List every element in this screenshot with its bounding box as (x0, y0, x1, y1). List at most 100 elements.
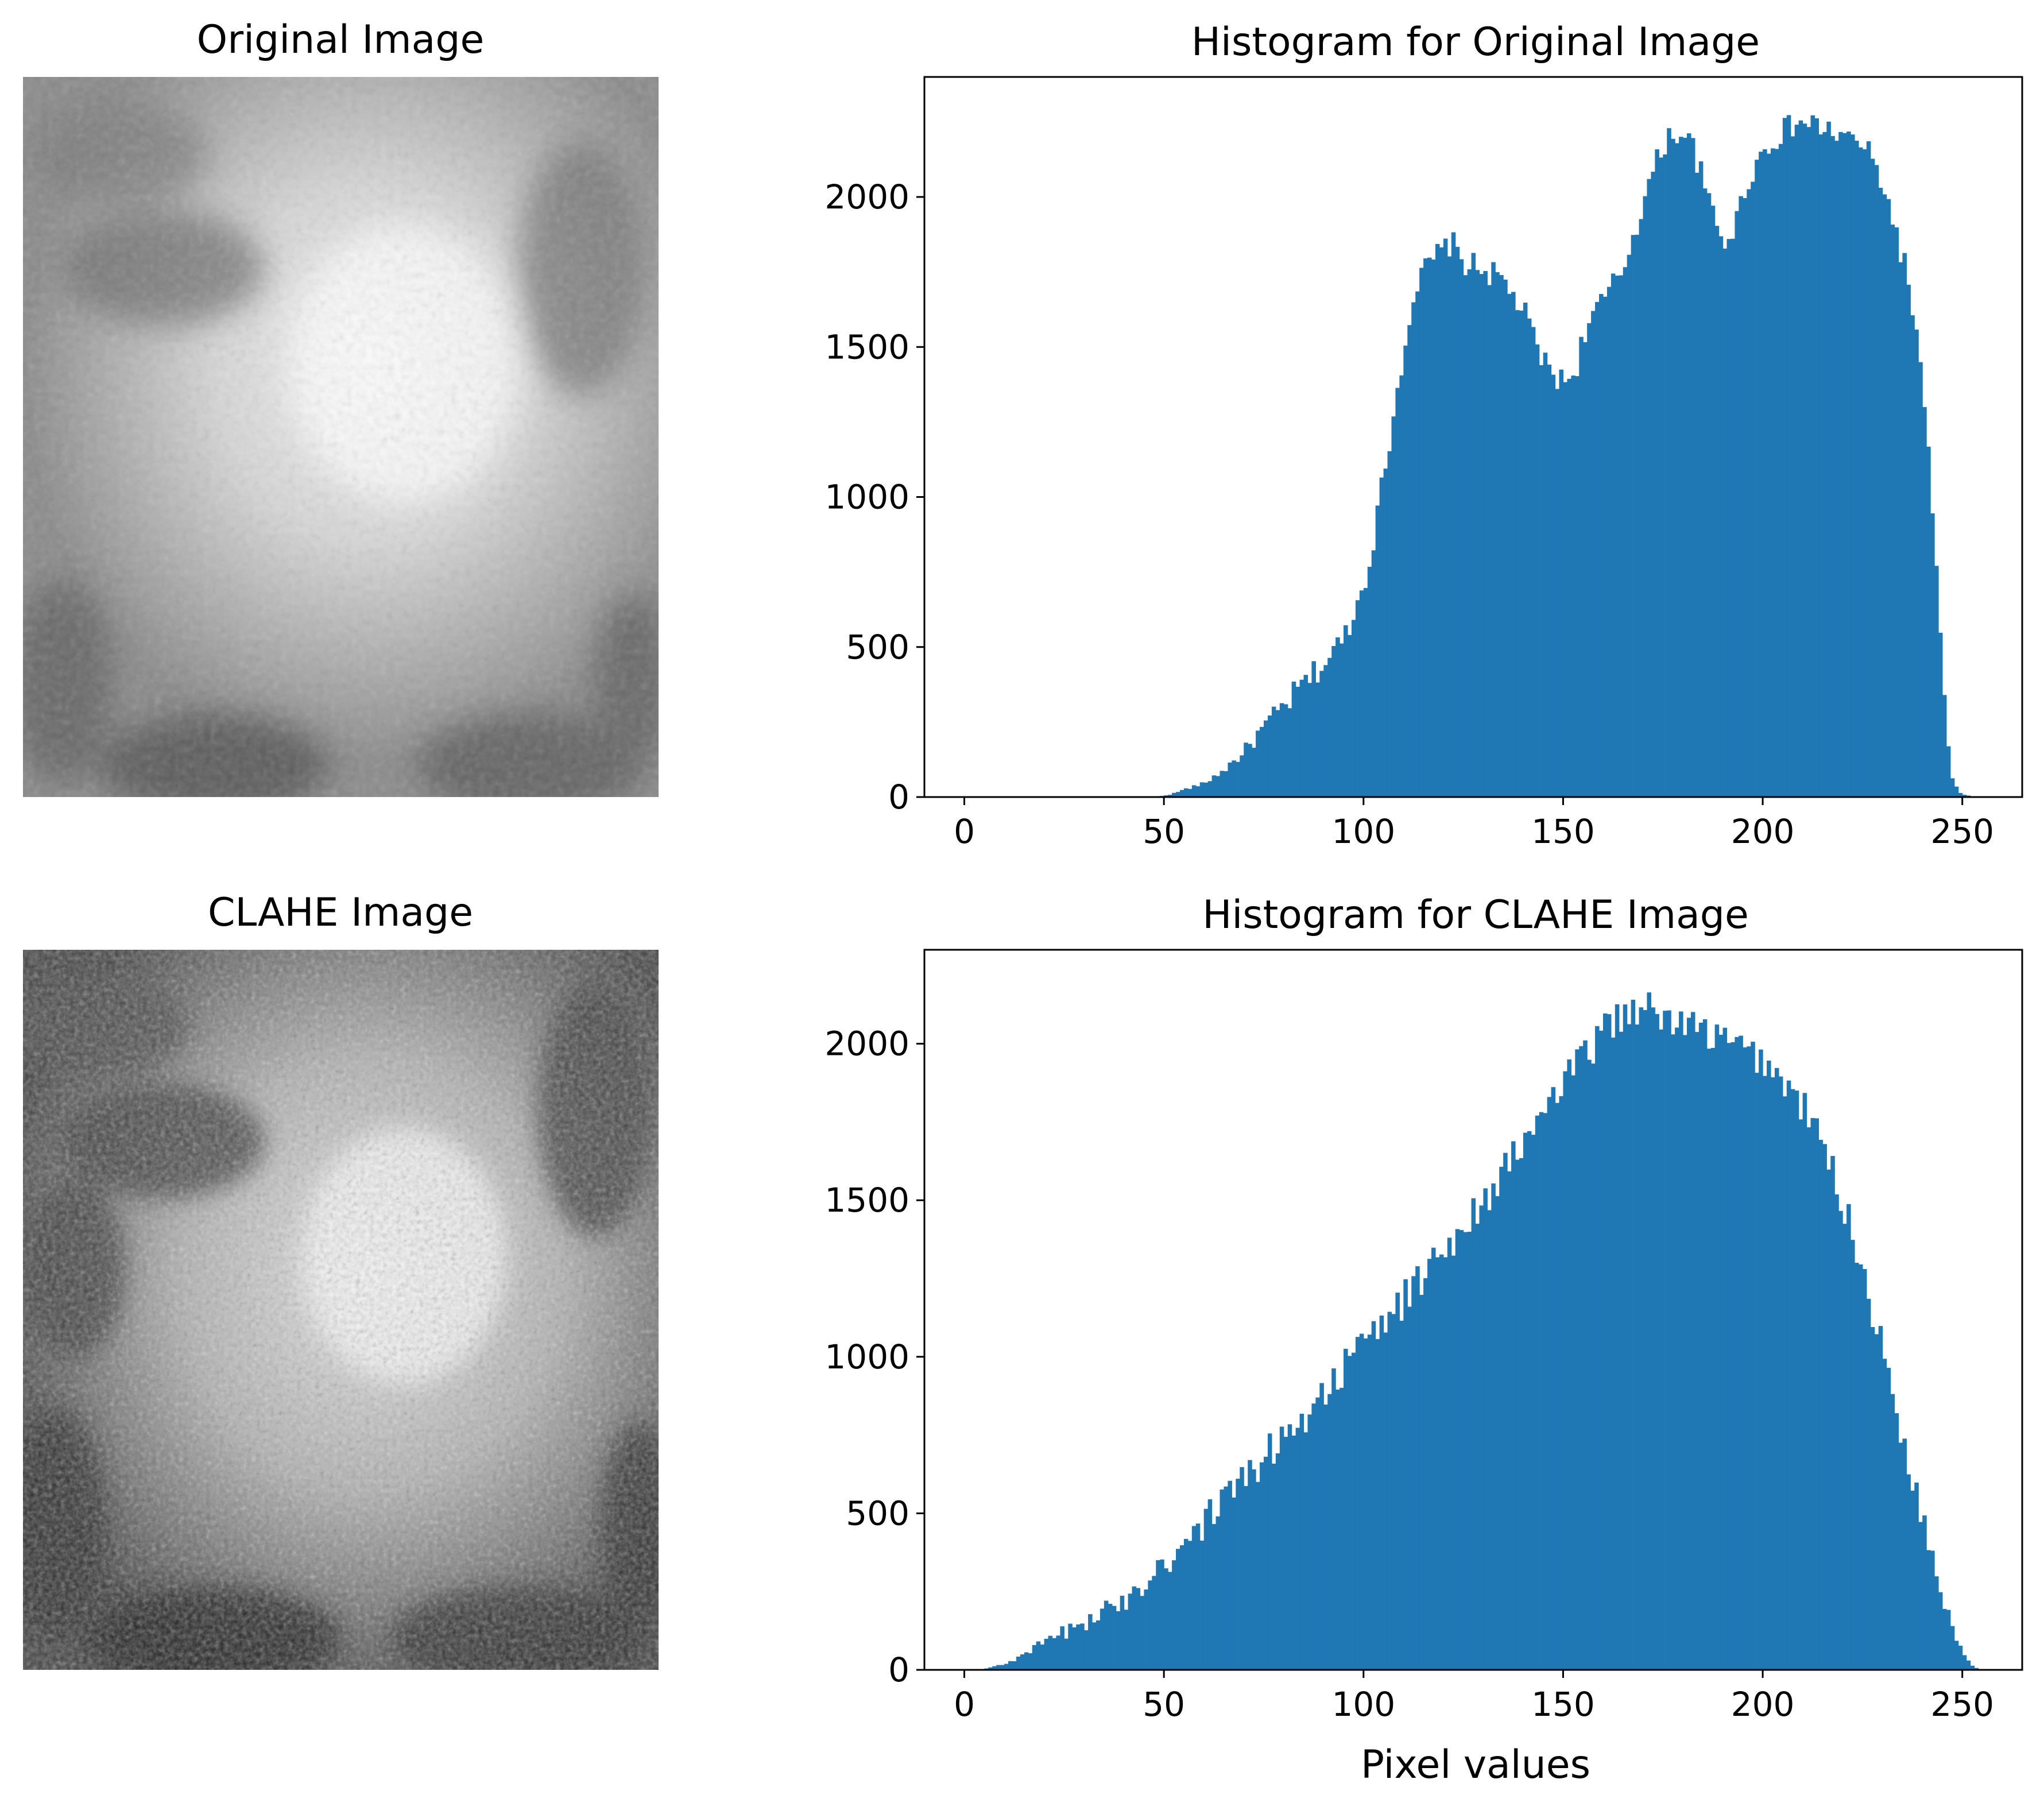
histogram-bar (1287, 1424, 1292, 1670)
histogram-bar (1084, 1630, 1089, 1670)
y-tick-label: 0 (888, 1650, 909, 1689)
histogram-bar (1751, 181, 1755, 797)
histogram-bar (1623, 1004, 1628, 1670)
histogram-bar (1040, 1644, 1045, 1670)
histogram-bar (1367, 567, 1372, 797)
histogram-bar (1411, 302, 1416, 797)
histogram-bar (1866, 1298, 1871, 1670)
histogram-bar (1395, 388, 1400, 797)
histogram-bar (1591, 1063, 1596, 1670)
histogram-bar (1810, 1117, 1815, 1670)
histogram-bar (1124, 1610, 1129, 1670)
histogram-bar (1922, 407, 1927, 797)
histogram-bar (1215, 1516, 1221, 1670)
histogram-bar (1479, 274, 1484, 798)
histogram-bar (1639, 219, 1644, 797)
histogram-bar (1443, 238, 1448, 797)
histogram-bar (1579, 1046, 1584, 1670)
histogram-bar (1391, 416, 1396, 797)
histogram-bar (1199, 1540, 1205, 1670)
histogram-bar (1100, 1608, 1105, 1670)
histogram-bar (1327, 1394, 1332, 1670)
histogram-bar (1240, 1467, 1244, 1670)
histogram-bar (1659, 1029, 1663, 1670)
histogram-bar (1487, 1210, 1492, 1670)
histogram-bar (1918, 1522, 1923, 1670)
histogram-bar (1224, 1486, 1229, 1670)
histogram-bar (1583, 1040, 1588, 1670)
histogram-bar (1531, 327, 1536, 797)
histogram-bar (1906, 1474, 1911, 1670)
histogram-bar (1303, 675, 1309, 797)
clahe-image-title: CLAHE Image (207, 890, 474, 935)
histogram-bar (1894, 227, 1899, 798)
histogram-bar (1663, 154, 1667, 797)
histogram-bar (1407, 1306, 1412, 1670)
histogram-bar (1934, 566, 1939, 797)
histogram-bar (1068, 1623, 1073, 1670)
histogram-bar (1543, 1113, 1548, 1670)
histogram-bar (1152, 1576, 1156, 1670)
histogram-bar (1599, 293, 1604, 797)
histogram-bar (1451, 1255, 1456, 1670)
histogram-bar (1539, 1112, 1544, 1670)
histogram-bar (1615, 275, 1620, 797)
histogram-bar (1431, 1247, 1436, 1670)
histogram-bar (1203, 782, 1209, 797)
histogram-bar (1602, 1013, 1608, 1670)
histogram-bar (1606, 1014, 1612, 1670)
histogram-bar (1962, 1655, 1967, 1670)
histogram-bar (1183, 788, 1189, 797)
histogram-bar (1252, 1469, 1256, 1670)
histogram-bar (1224, 771, 1229, 797)
histogram-bar (1615, 1004, 1620, 1670)
histogram-bar (1164, 1568, 1168, 1670)
histogram-bar (1108, 1603, 1113, 1670)
x-tick-label: 200 (1731, 1685, 1795, 1724)
histogram-bar (1735, 1036, 1739, 1670)
histogram-bar (1319, 1383, 1324, 1670)
y-tick-label: 1000 (824, 1337, 909, 1376)
histogram-bar (1168, 795, 1172, 797)
histogram-bar (1611, 1037, 1616, 1670)
histogram-bar (1774, 149, 1779, 797)
histogram-bar (1411, 1276, 1416, 1670)
histogram-bar (1970, 1665, 1975, 1670)
y-tick-label: 1500 (824, 1181, 909, 1220)
histogram-bar (1694, 172, 1700, 797)
histogram-bar (1132, 1586, 1137, 1670)
histogram-bar (1507, 293, 1512, 798)
histogram-clahe-bars (964, 992, 1983, 1670)
histogram-bar (1878, 1326, 1883, 1670)
histogram-bar (1307, 1414, 1313, 1670)
histogram-bar (1830, 1156, 1835, 1670)
histogram-bar (1323, 665, 1328, 797)
histogram-bar (1826, 1169, 1831, 1670)
histogram-bar (1930, 1550, 1935, 1670)
histogram-bar (1882, 1359, 1887, 1670)
histogram-original-title: Histogram for Original Image (1191, 20, 1760, 65)
histogram-bar (1739, 1035, 1743, 1670)
histogram-bar (1543, 353, 1548, 797)
histogram-bar (1735, 211, 1739, 798)
histogram-bar (1507, 1171, 1512, 1670)
histogram-bar (1080, 1623, 1085, 1670)
histogram-bar (1770, 1077, 1775, 1670)
histogram-bar (1483, 270, 1488, 798)
histogram-bar (988, 1667, 993, 1670)
histogram-bar (1926, 1550, 1931, 1670)
histogram-bar (1671, 1034, 1675, 1670)
histogram-bar (1938, 632, 1943, 797)
histogram-bar (1854, 141, 1859, 798)
histogram-bar (1743, 198, 1747, 797)
histogram-bar (1655, 1014, 1659, 1670)
histogram-bar (1044, 1638, 1049, 1670)
histogram-bar (1798, 1119, 1803, 1670)
histogram-bar (1399, 375, 1404, 797)
histogram-bar (1619, 1031, 1624, 1670)
histogram-bar (1439, 1254, 1444, 1670)
clahe-image (23, 950, 659, 1670)
histogram-bar (1327, 657, 1332, 797)
x-tick-label: 100 (1331, 1685, 1395, 1724)
histogram-bar (1008, 1661, 1013, 1670)
